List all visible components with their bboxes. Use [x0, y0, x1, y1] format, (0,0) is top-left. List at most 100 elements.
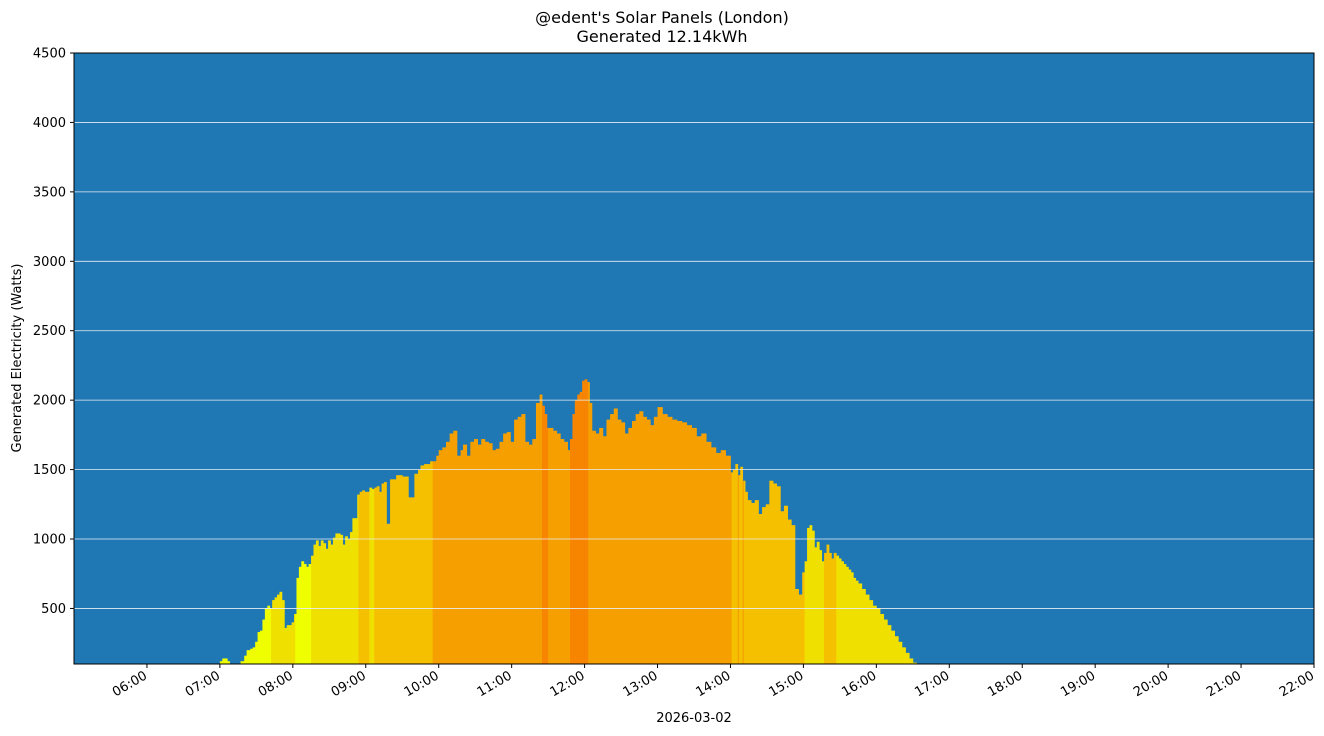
generation-bar — [762, 507, 767, 664]
generation-bar — [369, 487, 373, 664]
generation-bar — [402, 476, 409, 664]
generation-bar — [269, 608, 272, 664]
generation-bar — [379, 491, 382, 664]
generation-bar — [743, 480, 746, 664]
generation-bar — [809, 525, 813, 664]
generation-bar — [850, 572, 854, 664]
generation-bar — [765, 504, 770, 664]
generation-bar — [621, 422, 626, 664]
generation-bar — [595, 433, 600, 664]
generation-bar — [298, 566, 302, 664]
generation-bar — [577, 394, 581, 664]
generation-bar — [691, 427, 697, 664]
generation-bar — [306, 566, 310, 664]
generation-bar — [337, 533, 341, 664]
y-tick-label: 1500 — [33, 463, 66, 478]
generation-bar — [872, 605, 877, 664]
generation-bar — [313, 544, 317, 664]
generation-bar — [514, 419, 519, 664]
generation-bar — [506, 432, 511, 664]
generation-bar — [328, 540, 331, 664]
generation-bar — [650, 425, 655, 664]
generation-bar — [481, 439, 486, 664]
generation-bar — [260, 630, 263, 664]
chart-title: @edent's Solar Panels (London) Generated… — [0, 8, 1324, 46]
generation-bar — [323, 543, 327, 664]
generation-bar — [224, 658, 228, 664]
generation-bar — [330, 544, 334, 664]
generation-bar — [843, 564, 847, 664]
generation-bar — [244, 655, 248, 664]
generation-bar — [352, 518, 356, 664]
generation-bar — [591, 430, 596, 664]
generation-bar — [436, 455, 440, 664]
generation-bar — [613, 408, 618, 664]
generation-bar — [751, 502, 756, 664]
generation-bar — [845, 566, 849, 664]
generation-bar — [725, 455, 731, 664]
y-axis-ticks: 500 1000 1500 2000 2500 3000 3500 4000 4500 — [33, 47, 74, 617]
generation-bar — [262, 619, 266, 664]
generation-bar — [510, 441, 515, 664]
y-axis-label: Generated Electricity (Watts) — [10, 264, 25, 453]
generation-bar — [780, 511, 785, 664]
generation-bar — [912, 662, 917, 664]
generation-bar — [696, 436, 702, 664]
generation-bar — [484, 441, 489, 664]
generation-bar — [396, 475, 403, 664]
generation-bar — [787, 519, 792, 664]
generation-bar — [449, 433, 454, 664]
generation-bar — [364, 491, 368, 664]
generation-bar — [579, 391, 583, 664]
generation-bar — [284, 627, 288, 664]
generation-bar — [584, 379, 588, 664]
x-axis-label: 2026-03-02 — [656, 711, 732, 726]
y-tick-label: 4000 — [33, 116, 66, 131]
generation-bar — [745, 491, 748, 664]
generation-bar — [432, 461, 437, 664]
generation-bar — [335, 533, 339, 664]
generation-bar — [901, 647, 906, 664]
generation-bar — [414, 473, 419, 664]
generation-bar — [905, 652, 910, 664]
generation-bar — [315, 540, 319, 664]
generation-bar — [442, 447, 447, 664]
generation-bar — [838, 558, 842, 664]
generation-bar — [277, 594, 280, 664]
x-tick-label: 22:00 — [1277, 668, 1317, 700]
generation-bar — [632, 420, 637, 664]
generation-bar — [804, 561, 808, 664]
generation-bar — [865, 594, 870, 664]
generation-bar — [672, 419, 678, 664]
generation-bar — [495, 448, 500, 664]
generation-bar — [295, 614, 297, 664]
generation-bar — [758, 514, 763, 664]
generation-bar — [320, 540, 324, 664]
generation-bar — [270, 608, 273, 664]
generation-bar — [354, 518, 358, 664]
generation-bar — [430, 461, 434, 664]
generation-bar — [735, 464, 739, 664]
generation-bar — [286, 625, 290, 664]
x-tick-label: 12:00 — [548, 668, 588, 700]
generation-bar — [816, 541, 820, 664]
generation-bar — [279, 591, 283, 664]
generation-bar — [499, 441, 504, 664]
x-tick-label: 15:00 — [766, 668, 806, 700]
generation-bar — [342, 544, 346, 664]
generation-bar — [374, 487, 378, 664]
generation-bar — [332, 537, 336, 664]
generation-bar — [560, 439, 565, 664]
generation-bar — [349, 532, 353, 664]
generation-area — [219, 379, 917, 664]
generation-bar — [552, 430, 558, 664]
generation-bar — [731, 472, 734, 664]
generation-bar — [390, 479, 397, 664]
generation-bar — [466, 455, 471, 664]
generation-bar — [384, 482, 387, 664]
x-tick-label: 06:00 — [110, 668, 150, 700]
x-tick-label: 14:00 — [694, 668, 734, 700]
generation-bar — [681, 422, 688, 664]
generation-bar — [730, 472, 733, 664]
